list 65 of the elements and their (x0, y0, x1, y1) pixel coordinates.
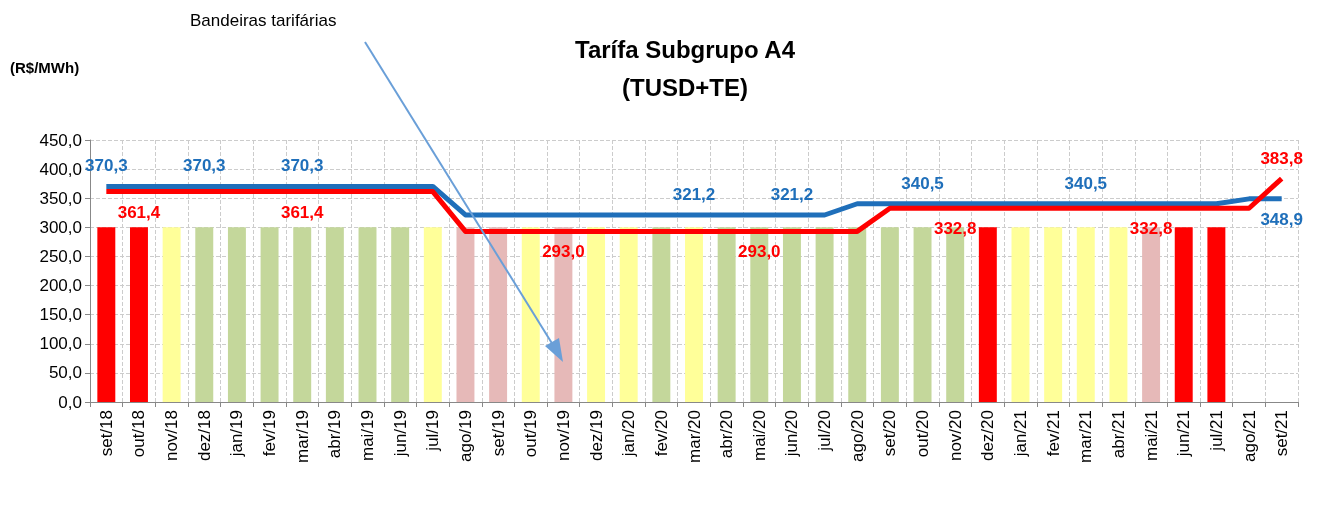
x-tick-label: ago/19 (455, 410, 475, 462)
x-tick-label: mar/20 (684, 410, 704, 463)
data-label: 370,3 (85, 156, 128, 176)
x-tick-label: set/19 (488, 410, 508, 457)
y-tick-label: 150,0 (39, 305, 82, 325)
y-tick-label: 450,0 (39, 130, 82, 150)
data-label: 293,0 (542, 242, 585, 262)
data-label: 340,5 (1064, 173, 1108, 193)
x-tick-label: jun/20 (782, 410, 802, 458)
y-tick-label: 300,0 (39, 217, 82, 237)
x-tick-label: jul/19 (423, 410, 443, 452)
x-tick-label: jul/21 (1206, 410, 1226, 452)
data-label: 383,8 (1260, 148, 1303, 168)
text: Bandeiras tarifárias (190, 11, 337, 30)
chart-title: Tarífa Subgrupo A4 (TUSD+TE) (574, 35, 796, 101)
y-tick-label: 200,0 (39, 276, 82, 296)
x-tick-label: ago/20 (847, 410, 867, 462)
data-label: 332,8 (1129, 219, 1173, 239)
x-tick-label: jan/20 (619, 410, 639, 458)
x-tick-label: jun/21 (1174, 410, 1194, 458)
data-label: 340,5 (901, 173, 944, 193)
x-tick-label: fev/19 (260, 410, 280, 457)
x-tick-label: out/18 (129, 410, 149, 458)
y-tick-label: 400,0 (39, 159, 82, 179)
x-tick-label: fev/21 (1043, 410, 1063, 457)
y-axis-title: (R$/MWh) (10, 59, 80, 76)
x-tick-label: mar/21 (1076, 410, 1096, 463)
x-tick-label: jun/19 (390, 410, 410, 458)
x-tick-label: abr/21 (1108, 410, 1128, 459)
y-tick-label: 100,0 (39, 334, 82, 354)
data-label: 361,4 (280, 202, 325, 222)
data-label: 321,2 (770, 184, 814, 204)
x-tick-label: nov/18 (162, 410, 182, 462)
x-tick-label: fev/20 (651, 410, 671, 457)
x-tick-label: set/18 (96, 410, 116, 457)
data-label: 370,3 (183, 156, 226, 176)
data-label: 293,0 (738, 242, 781, 262)
x-tick-label: set/20 (880, 410, 900, 457)
y-tick-label: 0,0 (58, 392, 82, 412)
y-tick-label: 350,0 (39, 188, 82, 208)
x-tick-label: mai/19 (358, 410, 378, 462)
x-tick-label: mai/20 (749, 410, 769, 462)
x-tick-label: abr/20 (717, 410, 737, 459)
y-tick-label: 250,0 (39, 246, 82, 266)
data-label: 348,9 (1260, 209, 1303, 229)
data-label: 370,3 (280, 156, 324, 176)
x-tick-label: jan/21 (1010, 410, 1030, 458)
x-tick-label: out/20 (913, 410, 933, 458)
x-tick-label: dez/18 (194, 410, 214, 462)
x-tick-label: jan/19 (227, 410, 247, 458)
x-tick-label: dez/20 (978, 410, 998, 462)
x-tick-label: abr/19 (325, 410, 345, 459)
y-tick-label: 50,0 (48, 363, 82, 383)
data-label: 321,2 (672, 184, 716, 204)
data-label: 332,8 (933, 219, 977, 239)
x-tick-label: jul/20 (815, 410, 835, 452)
x-tick-label: mai/21 (1141, 410, 1161, 462)
data-label: 361,4 (117, 202, 161, 222)
x-tick-label: nov/20 (945, 410, 965, 462)
x-tick-label: nov/19 (553, 410, 573, 462)
x-tick-label: dez/19 (586, 410, 606, 462)
x-tick-label: ago/21 (1239, 410, 1259, 462)
x-tick-label: out/19 (521, 410, 541, 458)
x-tick-label: set/21 (1272, 410, 1292, 457)
x-tick-label: mar/19 (292, 410, 312, 463)
